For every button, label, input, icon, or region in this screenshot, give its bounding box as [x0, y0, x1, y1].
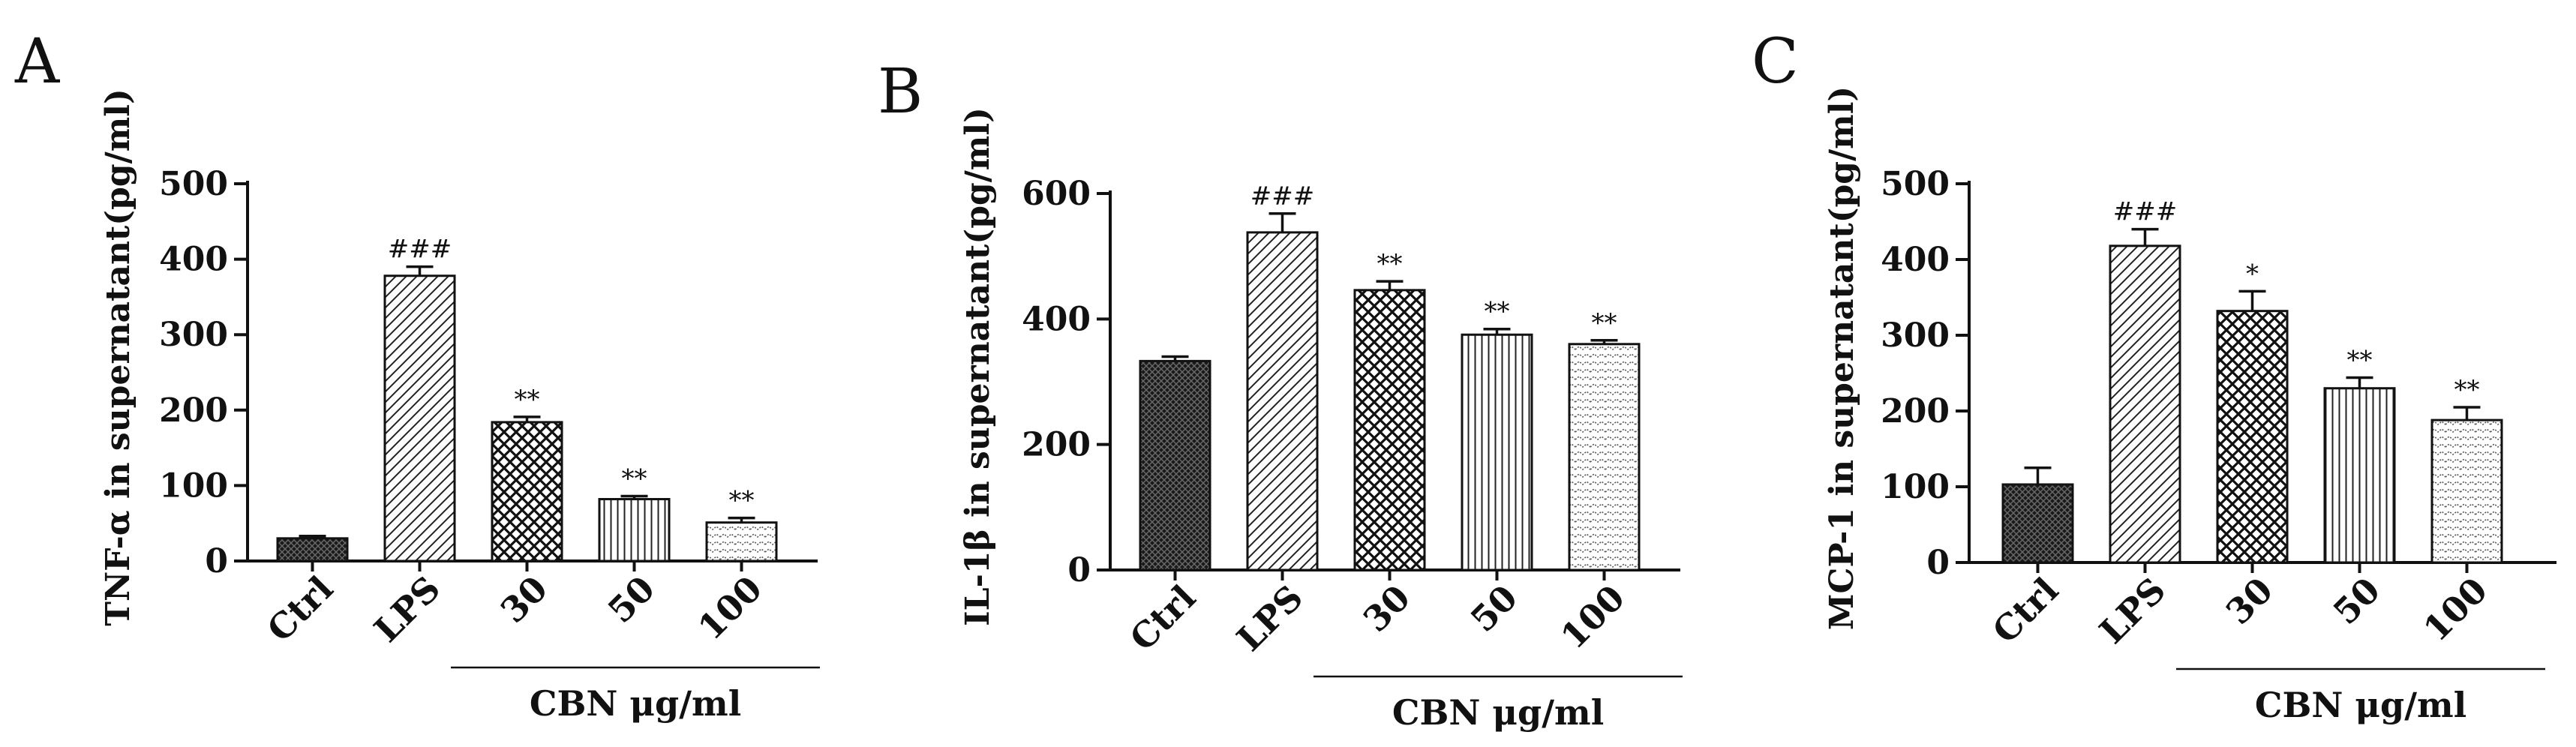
y-tick-label: 0	[1926, 544, 1950, 582]
x-tick-label: Ctrl	[260, 568, 341, 650]
x-tick-label: LPS	[1229, 578, 1311, 659]
panel-c: C MCP-1 in supernatant(pg/ml) 0 100 200 300 40…	[1752, 26, 2556, 725]
group-label: CBN μg/ml	[2255, 685, 2466, 725]
x-tick-label: 30	[493, 568, 555, 631]
x-tick-label: 100	[2415, 570, 2495, 650]
y-axis-label: MCP-1 in supernatant(pg/ml)	[1823, 86, 1861, 630]
y-tick-label: 0	[205, 542, 228, 580]
bar-30	[1353, 289, 1426, 572]
y-axis-label: IL-1β in supernatant(pg/ml)	[959, 107, 997, 626]
panel-letter: C	[1752, 26, 1799, 98]
y-tick-label: 500	[1881, 165, 1950, 203]
group-label: CBN μg/ml	[530, 683, 741, 724]
bar-30	[491, 421, 563, 562]
y-tick-label: 0	[1067, 551, 1091, 590]
y-tick-label: 100	[1881, 468, 1950, 506]
significance-marker: **	[729, 486, 755, 516]
x-tick-label: Ctrl	[1122, 578, 1204, 659]
x-tick-label: 50	[2325, 570, 2388, 632]
significance-marker: **	[1485, 297, 1510, 327]
y-tick-label: 400	[159, 241, 228, 279]
y-tick-label: 500	[159, 165, 228, 203]
x-tick-label: 100	[1553, 578, 1632, 657]
bar-100	[1568, 343, 1641, 572]
significance-marker: **	[2454, 375, 2480, 405]
bar-lps	[1246, 231, 1319, 572]
y-tick-label: 200	[1881, 392, 1950, 430]
bar-30	[2216, 310, 2289, 564]
panel-a: A TNF-α in supernatant(pg/ml) 0 100 200 300 40…	[14, 26, 820, 724]
significance-marker: ###	[2113, 197, 2177, 227]
significance-marker: ###	[1250, 182, 1314, 212]
y-tick-label: 300	[1881, 316, 1950, 355]
x-tick-label: Ctrl	[1985, 570, 2067, 652]
x-tick-label: 50	[600, 568, 662, 631]
bar-ctrl	[276, 537, 349, 562]
y-tick-label: 600	[1022, 175, 1091, 213]
bar-100	[2430, 418, 2503, 564]
significance-marker: **	[515, 385, 540, 415]
y-tick-label: 100	[159, 466, 228, 505]
group-label: CBN μg/ml	[1392, 692, 1604, 733]
y-tick-label: 400	[1022, 300, 1091, 338]
bar-50	[598, 498, 671, 562]
y-tick-label: 200	[1022, 426, 1091, 464]
bar-100	[705, 521, 778, 562]
significance-marker: *	[2246, 259, 2259, 289]
significance-marker: **	[1377, 249, 1403, 279]
significance-marker: **	[622, 464, 647, 494]
bar-50	[1461, 333, 1533, 572]
x-tick-label: 30	[2218, 570, 2280, 632]
bar-ctrl	[2001, 483, 2074, 564]
x-tick-label: 50	[1463, 578, 1525, 640]
significance-marker: **	[2347, 346, 2373, 376]
y-tick-label: 200	[159, 392, 228, 430]
panel-letter: A	[14, 26, 61, 98]
y-tick-label: 400	[1881, 241, 1950, 279]
x-tick-label: LPS	[366, 568, 448, 650]
x-tick-label: LPS	[2091, 570, 2173, 652]
x-tick-label: 100	[690, 568, 770, 648]
bar-lps	[2109, 244, 2181, 564]
y-tick-label: 300	[159, 316, 228, 354]
panel-b: B IL-1β in supernatant(pg/ml) 0 200 400 600 Ct…	[878, 56, 1683, 733]
y-axis-label: TNF-α in supernatant(pg/ml)	[99, 88, 137, 626]
bar-lps	[383, 274, 456, 562]
panel-letter: B	[878, 56, 923, 128]
significance-marker: **	[1592, 308, 1617, 338]
bar-50	[2323, 387, 2396, 564]
bar-ctrl	[1139, 359, 1211, 572]
x-tick-label: 30	[1356, 578, 1418, 640]
significance-marker: ###	[388, 235, 452, 265]
